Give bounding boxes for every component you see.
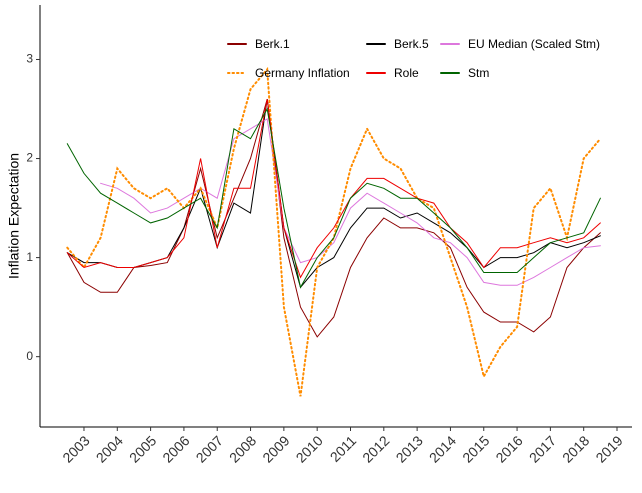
series-line (66, 99, 601, 279)
y-tick-label: 1 (26, 250, 33, 264)
y-tick-label: 3 (26, 52, 33, 66)
legend-label: Stm (468, 66, 489, 80)
legend-label: EU Median (Scaled Stm) (468, 37, 600, 51)
legend: Berk.1 Berk.5 EU Median (Scaled Stm) German… (227, 37, 600, 80)
series-line (66, 107, 601, 289)
legend-label: Berk.1 (255, 37, 290, 51)
series-line (66, 66, 602, 397)
legend-label: Role (394, 66, 419, 80)
series-line (66, 98, 601, 338)
y-axis-title: Inflation Expectation (6, 153, 22, 279)
y-tick-label: 2 (26, 151, 33, 165)
legend-label: Berk.5 (394, 37, 429, 51)
y-tick-label: 0 (26, 349, 33, 363)
legend-label: Germany Inflation (255, 66, 350, 80)
series-line (100, 118, 601, 286)
